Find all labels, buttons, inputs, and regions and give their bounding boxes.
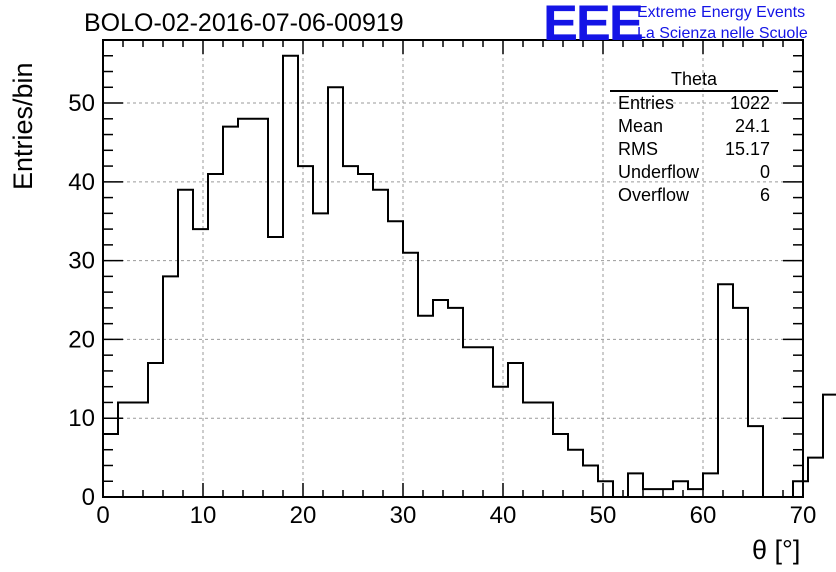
stats-title: Theta bbox=[610, 69, 778, 92]
y-tick-label: 40 bbox=[68, 169, 95, 196]
histogram-bin bbox=[193, 229, 208, 497]
histogram-bin bbox=[733, 308, 748, 497]
histogram-bin bbox=[493, 387, 508, 497]
x-tick-label: 70 bbox=[790, 502, 817, 529]
x-tick-label: 60 bbox=[690, 502, 717, 529]
stats-label: Overflow bbox=[618, 185, 690, 205]
y-tick-label: 20 bbox=[68, 326, 95, 353]
histogram-bin bbox=[178, 190, 193, 497]
stats-row-underflow: Underflow 0 bbox=[610, 161, 778, 184]
x-tick-label: 50 bbox=[590, 502, 617, 529]
histogram-bin bbox=[793, 481, 808, 497]
chart-title: BOLO-02-2016-07-06-00919 bbox=[84, 9, 404, 37]
histogram-bin bbox=[298, 166, 313, 497]
stats-box: Theta Entries 1022 Mean 24.1 RMS 15.17 U… bbox=[610, 69, 778, 207]
y-tick-label: 30 bbox=[68, 248, 95, 275]
histogram-bin bbox=[718, 284, 733, 497]
eee-logo: EEE bbox=[543, 0, 644, 51]
histogram-bin bbox=[523, 402, 538, 497]
histogram-bin bbox=[703, 473, 718, 497]
histogram-bin bbox=[463, 347, 478, 497]
histogram-bin bbox=[598, 481, 613, 497]
stats-row-mean: Mean 24.1 bbox=[610, 115, 778, 138]
histogram-bin bbox=[388, 221, 403, 497]
histogram-bin bbox=[253, 119, 268, 497]
histogram-bin bbox=[553, 434, 568, 497]
histogram-bin bbox=[808, 458, 823, 497]
histogram-bin bbox=[133, 402, 148, 497]
histogram-bin bbox=[583, 465, 598, 497]
histogram-bin bbox=[418, 316, 433, 497]
histogram-bin bbox=[403, 253, 418, 497]
plot-frame bbox=[102, 39, 804, 498]
stats-value: 24.1 bbox=[734, 116, 770, 136]
histogram-bin bbox=[643, 489, 658, 497]
stats-value: 0 bbox=[759, 162, 770, 182]
histogram-line bbox=[102, 54, 836, 498]
histogram-bin bbox=[313, 213, 328, 497]
y-axis-label: Entries/bin bbox=[8, 62, 38, 190]
histogram-bin bbox=[568, 450, 583, 497]
x-tick-label: 0 bbox=[96, 502, 109, 529]
histogram-bin bbox=[448, 308, 463, 497]
x-tick-label: 40 bbox=[490, 502, 517, 529]
stats-label: Mean bbox=[618, 116, 664, 136]
stats-value: 1022 bbox=[729, 93, 770, 113]
stats-row-overflow: Overflow 6 bbox=[610, 184, 778, 207]
histogram-bin bbox=[358, 174, 373, 497]
stats-value: 15.17 bbox=[724, 139, 770, 159]
histogram-bin bbox=[268, 237, 283, 497]
histogram-bin bbox=[328, 87, 343, 497]
histogram-bin bbox=[688, 489, 703, 497]
histogram-bin bbox=[283, 56, 298, 497]
x-tick-label: 20 bbox=[290, 502, 317, 529]
histogram-bin bbox=[148, 363, 163, 497]
y-tick-label: 50 bbox=[68, 90, 95, 117]
logo-line-2: La Scienza nelle Scuole bbox=[637, 25, 808, 42]
histogram-bin bbox=[478, 347, 493, 497]
logo-line-1: Extreme Energy Events bbox=[637, 4, 806, 21]
stats-value: 6 bbox=[759, 185, 770, 205]
x-tick-label: 10 bbox=[190, 502, 217, 529]
histogram-bin bbox=[673, 481, 688, 497]
histogram-bin bbox=[163, 276, 178, 497]
histogram-bin bbox=[343, 166, 358, 497]
stats-row-rms: RMS 15.17 bbox=[610, 138, 778, 161]
histogram-bin bbox=[373, 190, 388, 497]
histogram-bin bbox=[238, 119, 253, 497]
histogram-bin bbox=[748, 426, 763, 497]
stats-row-entries: Entries 1022 bbox=[610, 92, 778, 115]
histogram-bin bbox=[433, 300, 448, 497]
histogram-bin bbox=[508, 363, 523, 497]
y-tick-label: 0 bbox=[82, 484, 95, 511]
x-axis-label: θ [°] bbox=[752, 535, 801, 565]
histogram-bin bbox=[628, 473, 643, 497]
histogram-bin bbox=[658, 489, 673, 497]
histogram-bin bbox=[823, 395, 836, 497]
histogram-bin bbox=[538, 402, 553, 497]
stats-label: Underflow bbox=[618, 162, 700, 182]
y-tick-label: 10 bbox=[68, 405, 95, 432]
x-tick-label: 30 bbox=[390, 502, 417, 529]
stats-label: RMS bbox=[618, 139, 658, 159]
histogram-bin bbox=[208, 174, 223, 497]
stats-label: Entries bbox=[618, 93, 675, 113]
histogram-bin bbox=[118, 402, 133, 497]
